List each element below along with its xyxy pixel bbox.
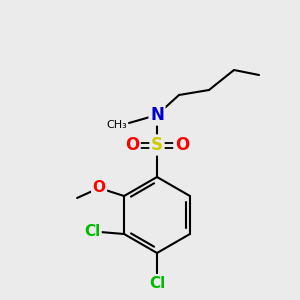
Text: O: O	[93, 181, 106, 196]
Text: Cl: Cl	[149, 275, 165, 290]
Text: N: N	[150, 106, 164, 124]
Text: Cl: Cl	[84, 224, 100, 239]
Text: S: S	[151, 136, 163, 154]
Text: O: O	[175, 136, 189, 154]
Text: CH₃: CH₃	[106, 120, 127, 130]
Text: O: O	[125, 136, 139, 154]
